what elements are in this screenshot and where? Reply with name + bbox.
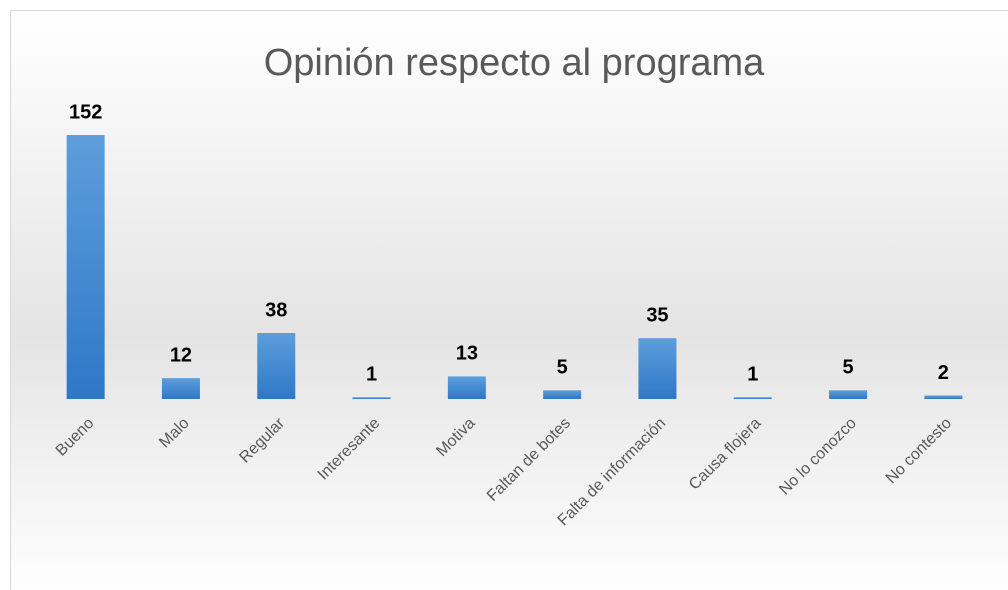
bar	[829, 390, 868, 399]
bar	[66, 135, 105, 399]
bar	[924, 395, 963, 399]
data-label: 13	[456, 343, 478, 365]
chart-title: Opinión respecto al programa	[264, 42, 765, 84]
data-label: 12	[170, 344, 192, 366]
data-label: 1	[366, 364, 377, 386]
bar	[447, 376, 486, 399]
data-label: 38	[265, 299, 287, 321]
bar	[733, 397, 772, 399]
bar	[352, 397, 391, 399]
bar	[543, 390, 582, 399]
data-label: 5	[557, 357, 568, 379]
data-label: 152	[69, 101, 102, 123]
data-label: 2	[938, 362, 949, 384]
data-label: 5	[842, 357, 853, 379]
data-label: 35	[646, 304, 668, 326]
bar	[161, 378, 200, 399]
bar	[638, 338, 677, 399]
chart-area	[10, 10, 1008, 590]
bar	[257, 333, 296, 399]
data-label: 1	[747, 364, 758, 386]
